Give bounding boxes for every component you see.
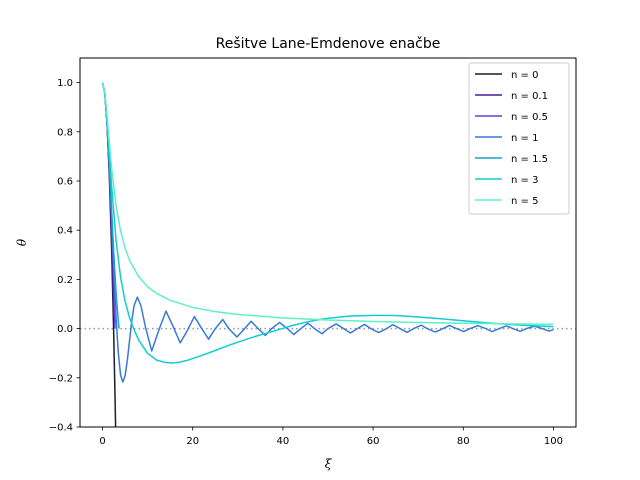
- series-line-5: [101, 82, 554, 364]
- legend-label: n = 5: [511, 196, 538, 207]
- x-axis-label: ξ: [325, 457, 333, 471]
- y-tick-label: 0.4: [57, 226, 73, 237]
- y-axis: −0.4 −0.2 0.0 0.2 0.4 0.6 0.8 1.0: [49, 78, 80, 434]
- legend-label: n = 1.5: [511, 154, 548, 165]
- x-tick-label: 60: [367, 436, 380, 447]
- y-tick-label: 0.0: [57, 324, 73, 335]
- y-tick-label: −0.2: [49, 373, 73, 384]
- legend-box: [468, 62, 570, 215]
- legend-label: n = 0.5: [511, 112, 548, 123]
- x-axis: 0 20 40 60 80 100: [99, 427, 563, 447]
- legend: n = 0 n = 0.1 n = 0.5 n = 1 n = 1.5 n = 3 n = …: [468, 62, 570, 215]
- x-tick-label: 100: [544, 436, 563, 447]
- legend-label: n = 0.1: [511, 91, 548, 102]
- y-tick-label: 0.6: [57, 177, 73, 188]
- legend-label: n = 1: [511, 133, 538, 144]
- x-tick-label: 20: [186, 436, 199, 447]
- legend-label: n = 3: [511, 175, 538, 186]
- chart-title: Rešitve Lane-Emdenove enačbe: [216, 36, 441, 52]
- series-layer: [101, 82, 554, 427]
- series-line-3: [101, 82, 554, 383]
- x-tick-label: 80: [457, 436, 470, 447]
- y-tick-label: 0.8: [57, 127, 73, 138]
- series-line-6: [101, 82, 554, 326]
- plot-frame: [79, 57, 577, 428]
- y-tick-label: 1.0: [57, 78, 73, 89]
- legend-label: n = 0: [511, 70, 538, 81]
- y-tick-label: 0.2: [57, 275, 73, 286]
- x-tick-label: 0: [99, 436, 105, 447]
- y-tick-label: −0.4: [49, 423, 73, 434]
- x-tick-label: 40: [277, 436, 290, 447]
- y-axis-label: θ: [15, 238, 29, 246]
